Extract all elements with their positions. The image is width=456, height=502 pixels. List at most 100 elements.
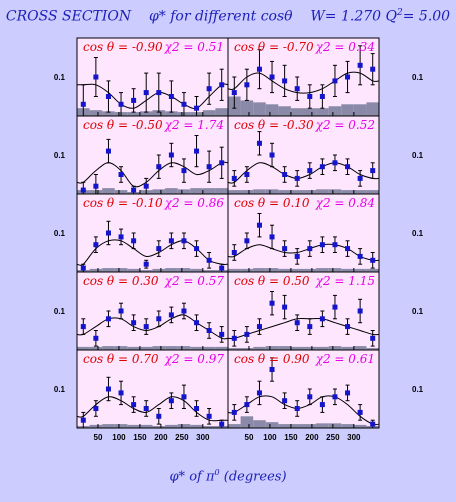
panel-background [228,194,379,272]
systematic-bar [202,110,216,116]
data-point [332,394,338,400]
x-title-phi: φ* [169,469,186,485]
systematic-bar [240,190,254,194]
data-point [244,331,250,337]
data-point [194,406,200,411]
systematic-bar [139,270,153,272]
data-point [131,402,137,408]
panel-frame [227,349,380,429]
cos-theta-label: cos θ = -0.50 [83,118,163,132]
data-point [194,105,200,111]
systematic-bar [202,346,216,350]
chi-square-label: χ2 = 0.61 [315,352,375,366]
x-tick-label: 50 [94,433,103,442]
systematic-bar [328,106,342,116]
systematic-bar [102,188,115,194]
systematic-bar [177,268,191,272]
data-point [194,148,200,154]
systematic-bar [89,346,103,350]
systematic-bar [341,346,354,350]
systematic-bar [265,268,279,272]
x-tick-label: 150 [133,433,147,442]
y-tick-label-left: 0.1 [54,73,66,82]
data-point [80,187,86,193]
data-point [282,398,288,404]
systematic-bar [366,102,379,116]
systematic-bar [102,111,115,116]
systematic-bar [253,189,266,194]
systematic-bar [303,424,317,428]
data-point [319,402,325,408]
systematic-bar [341,104,354,116]
panel-background [77,116,228,194]
chi-square-label: χ2 = 0.84 [315,196,375,210]
panel-10: cos θ = 0.90 χ2 = 0.61 [227,349,380,429]
data-point [131,320,137,326]
fit-curve [227,162,380,184]
systematic-bar [190,346,203,350]
data-point [294,406,300,411]
systematic-bar [202,426,216,428]
data-point [256,324,262,330]
x-tick-label: 250 [175,433,189,442]
data-point [332,78,338,84]
systematic-bar [290,190,304,194]
systematic-bar [152,189,166,194]
systematic-bar [177,346,191,350]
systematic-bar [127,112,140,116]
systematic-bar [152,426,166,428]
systematic-bar [190,188,203,194]
systematic-bar [290,268,304,272]
systematic-bar [328,423,342,428]
panel-7: cos θ = 0.30 χ2 = 0.57 [76,271,229,351]
chi-square-label: χ2 = 1.74 [164,118,224,132]
systematic-bar [89,110,103,116]
systematic-bar [341,268,354,272]
systematic-bar [114,190,128,194]
data-point [370,421,376,427]
systematic-bar [290,346,304,350]
data-point [118,101,124,107]
systematic-bar [265,346,279,350]
panel-background [77,350,228,428]
systematic-bar [353,346,367,350]
chi-square-label: χ2 = 0.86 [164,196,225,210]
y-tick-label-right: 0.1 [412,151,424,160]
systematic-bar [152,110,166,116]
y-tick-label-right: 0.1 [412,73,424,82]
data-point [93,183,99,189]
data-point [244,402,250,408]
data-point [357,62,363,68]
data-point [206,413,212,419]
data-point [206,164,212,170]
x-tick-label: 100 [263,433,277,442]
data-point [294,86,300,92]
cos-theta-label: cos θ = 0.10 [234,196,310,210]
title-phi: φ* [148,8,166,25]
systematic-bar [303,108,317,116]
data-point [194,320,200,326]
data-point [294,175,300,181]
data-point [307,246,313,252]
data-point [168,312,174,318]
data-point [156,90,162,96]
data-point [168,94,174,99]
systematic-bar [215,188,228,194]
systematic-bar [77,346,90,350]
data-point [93,406,99,411]
panel-background [228,350,379,428]
x-tick-label: 150 [284,433,298,442]
systematic-bar [353,104,367,116]
data-point [156,413,162,419]
systematic-bar [165,111,178,116]
systematic-bar [240,268,254,272]
panel-6: cos θ = 0.10 χ2 = 0.84 [227,193,380,273]
data-point [105,230,111,236]
data-point [269,152,275,158]
systematic-bar [215,108,228,116]
systematic-bar [290,108,304,116]
systematic-bar [114,424,128,428]
systematic-bar [316,108,329,116]
systematic-bar [341,424,354,428]
data-point [269,74,275,80]
